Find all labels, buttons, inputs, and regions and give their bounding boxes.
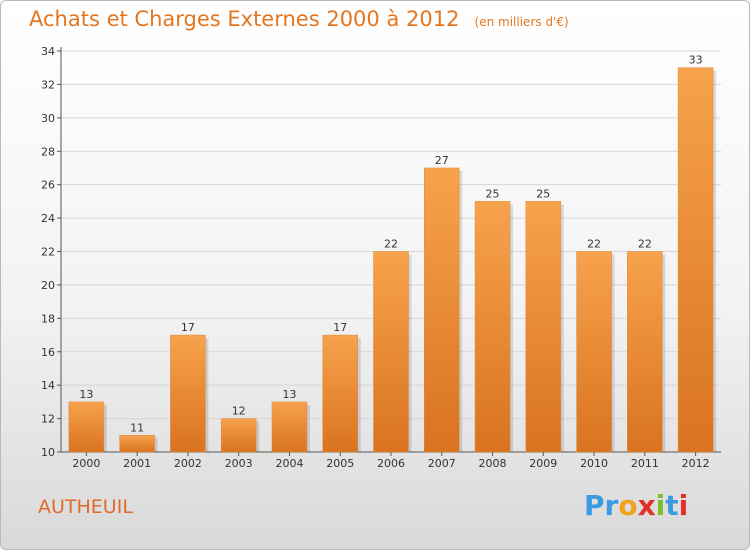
bar-2004 — [271, 401, 308, 453]
logo-letter: i — [678, 489, 689, 522]
x-tick-label: 2010 — [580, 457, 608, 470]
data-label: 25 — [486, 187, 500, 200]
chart-unit: (en milliers d'€) — [474, 15, 569, 29]
data-label: 13 — [79, 388, 93, 401]
y-tick-label: 18 — [41, 312, 55, 325]
y-tick-label: 32 — [41, 78, 55, 91]
bar-2005 — [322, 334, 358, 453]
data-label: 22 — [587, 238, 601, 251]
data-label: 33 — [689, 54, 703, 67]
bar-layer — [68, 67, 717, 453]
logo-letter: P — [584, 489, 605, 522]
data-label: 27 — [435, 154, 449, 167]
y-tick-label: 34 — [41, 45, 55, 58]
y-tick-label: 22 — [41, 246, 55, 259]
data-label: 22 — [384, 238, 398, 251]
axis-layer: 10 12 14 16 18 20 22 24 26 28 30 32 34 2000 2001 2002 20… — [41, 45, 721, 470]
y-tick-label: 14 — [41, 379, 55, 392]
data-label: 22 — [638, 238, 652, 251]
x-tick-label: 2001 — [123, 457, 151, 470]
y-tick-label: 30 — [41, 112, 55, 125]
bar-2012 — [677, 67, 714, 453]
bar-2000 — [68, 401, 105, 453]
logo-letter: o — [618, 489, 638, 522]
x-tick-label: 2002 — [174, 457, 202, 470]
x-tick-label: 2011 — [631, 457, 659, 470]
label-layer: 13 11 17 12 13 17 22 27 25 25 22 22 33 — [79, 54, 702, 435]
logo-letter: x — [637, 489, 656, 522]
y-tick-label: 24 — [41, 212, 55, 225]
x-tick-label: 2012 — [682, 457, 710, 470]
city-name: AUTHEUIL — [38, 496, 133, 518]
bar-2008 — [474, 201, 511, 453]
x-tick-label: 2007 — [428, 457, 456, 470]
y-tick-label: 28 — [41, 145, 55, 158]
data-label: 12 — [232, 405, 246, 418]
bar-2002 — [170, 334, 206, 453]
x-tick-label: 2004 — [275, 457, 303, 470]
bar-2007 — [424, 167, 460, 453]
data-label: 11 — [130, 421, 144, 434]
bar-2009 — [525, 201, 562, 453]
bar-2003 — [220, 418, 257, 453]
x-tick-label: 2009 — [529, 457, 557, 470]
y-tick-label: 26 — [41, 179, 55, 192]
x-tick-label: 2003 — [225, 457, 253, 470]
x-tick-label: 2000 — [72, 457, 100, 470]
data-label: 17 — [181, 321, 195, 334]
proxiti-logo: Proxiti — [584, 489, 688, 522]
x-tick-label: 2008 — [479, 457, 507, 470]
logo-letter: i — [655, 489, 666, 522]
bar-2001 — [119, 435, 155, 453]
bar-2011 — [627, 251, 663, 453]
data-label: 13 — [282, 388, 296, 401]
chart-title: Achats et Charges Externes 2000 à 2012 — [29, 7, 460, 31]
y-tick-label: 10 — [41, 446, 55, 459]
bar-2006 — [373, 251, 409, 453]
y-tick-label: 20 — [41, 279, 55, 292]
logo-letter: r — [604, 489, 619, 522]
logo-letter: t — [665, 489, 679, 522]
y-tick-label: 16 — [41, 346, 55, 359]
bar-2010 — [576, 251, 612, 453]
x-tick-label: 2006 — [377, 457, 405, 470]
y-tick-label: 12 — [41, 413, 55, 426]
data-label: 25 — [536, 187, 550, 200]
data-label: 17 — [333, 321, 347, 334]
x-tick-label: 2005 — [326, 457, 354, 470]
chart-title-block: Achats et Charges Externes 2000 à 2012 (… — [29, 7, 569, 31]
